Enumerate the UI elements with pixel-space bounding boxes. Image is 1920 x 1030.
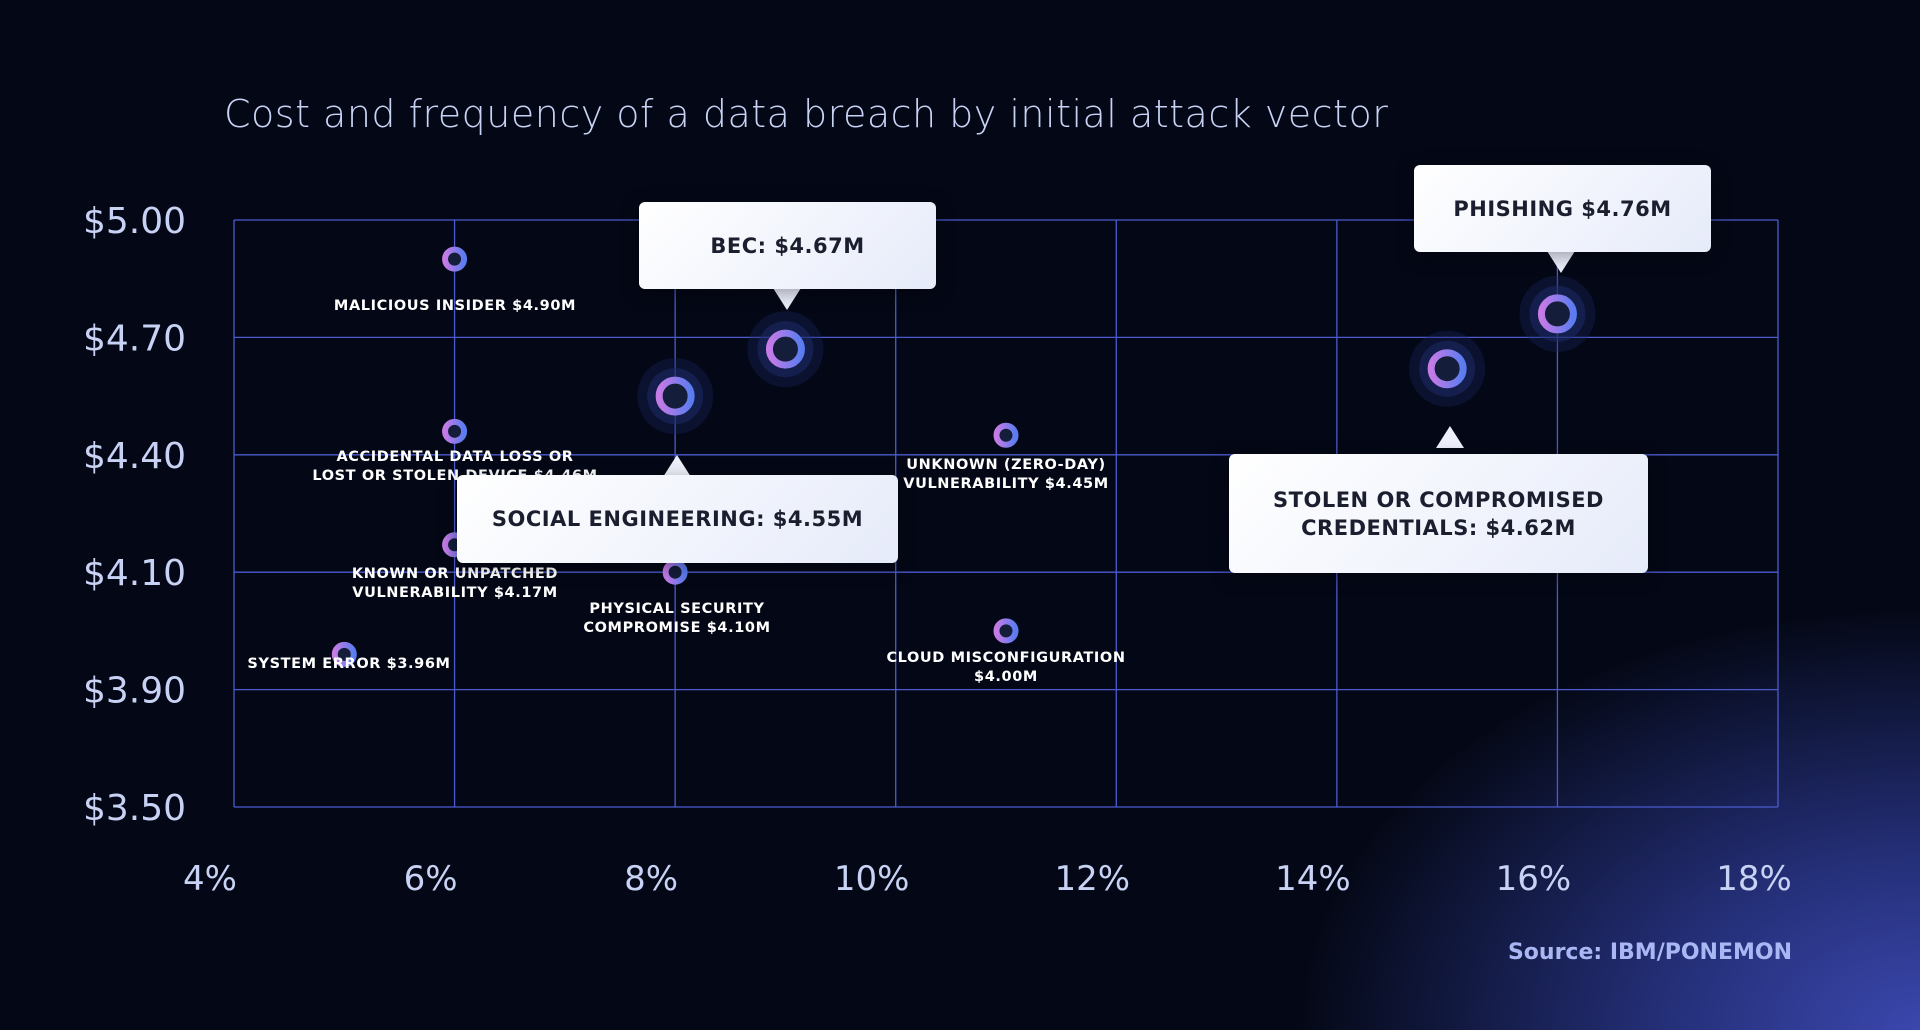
x-tick-label: 18% bbox=[1716, 859, 1792, 899]
point-marker bbox=[1427, 349, 1467, 389]
label-physical-security: PHYSICAL SECURITY COMPROMISE $4.10M bbox=[583, 601, 771, 636]
y-tick-label: $3.50 bbox=[83, 788, 186, 829]
callout-social-engineering: SOCIAL ENGINEERING: $4.55M bbox=[457, 475, 898, 563]
point-marker bbox=[765, 329, 805, 369]
callout-pointer bbox=[1436, 426, 1464, 448]
point-marker bbox=[1537, 294, 1577, 334]
label-known-unpatched-vulnerability: KNOWN OR UNPATCHED VULNERABILITY $4.17M bbox=[351, 566, 559, 601]
callout-pointer bbox=[773, 288, 801, 310]
callout-phishing: PHISHING $4.76M bbox=[1414, 165, 1711, 252]
x-tick-label: 10% bbox=[834, 859, 910, 899]
x-tick-label: 8% bbox=[624, 859, 678, 899]
point-marker bbox=[993, 618, 1019, 644]
y-tick-label: $5.00 bbox=[83, 201, 186, 242]
x-tick-label: 6% bbox=[404, 859, 458, 899]
y-tick-label: $4.70 bbox=[83, 318, 186, 359]
point-marker bbox=[993, 422, 1019, 448]
callout-stolen-credentials: STOLEN OR COMPROMISED CREDENTIALS: $4.62M bbox=[1229, 454, 1648, 573]
data-point bbox=[637, 358, 714, 435]
x-tick-label: 12% bbox=[1054, 859, 1130, 899]
data-point bbox=[1409, 330, 1486, 407]
label-cloud-misconfiguration: CLOUD MISCONFIGURATION $4.00M bbox=[886, 650, 1126, 685]
y-tick-label: $4.10 bbox=[83, 553, 186, 594]
label-system-error: SYSTEM ERROR $3.96M bbox=[247, 656, 451, 672]
data-point bbox=[747, 311, 824, 388]
x-tick-label: 16% bbox=[1496, 859, 1572, 899]
x-tick-label: 14% bbox=[1275, 859, 1351, 899]
point-marker bbox=[662, 559, 688, 585]
label-malicious-insider: MALICIOUS INSIDER $4.90M bbox=[333, 298, 577, 314]
point-marker bbox=[442, 246, 468, 272]
data-point bbox=[442, 418, 468, 444]
data-point bbox=[662, 559, 688, 585]
callout-pointer bbox=[663, 455, 691, 477]
chart-title: Cost and frequency of a data breach by i… bbox=[224, 92, 1389, 136]
data-point bbox=[993, 618, 1019, 644]
callout-pointer bbox=[1547, 251, 1575, 273]
x-tick-label: 4% bbox=[183, 859, 237, 899]
source-credit: Source: IBM/PONEMON bbox=[1507, 940, 1792, 965]
point-marker bbox=[331, 641, 357, 667]
label-unknown-zero-day: UNKNOWN (ZERO-DAY) VULNERABILITY $4.45M bbox=[903, 457, 1109, 492]
point-marker bbox=[655, 376, 695, 416]
y-tick-label: $3.90 bbox=[83, 671, 186, 712]
data-point bbox=[993, 422, 1019, 448]
callout-bec: BEC: $4.67M bbox=[639, 202, 936, 289]
data-point bbox=[1519, 275, 1596, 352]
data-point bbox=[331, 641, 357, 667]
y-tick-label: $4.40 bbox=[83, 436, 186, 477]
data-point bbox=[442, 246, 468, 272]
point-marker bbox=[442, 418, 468, 444]
